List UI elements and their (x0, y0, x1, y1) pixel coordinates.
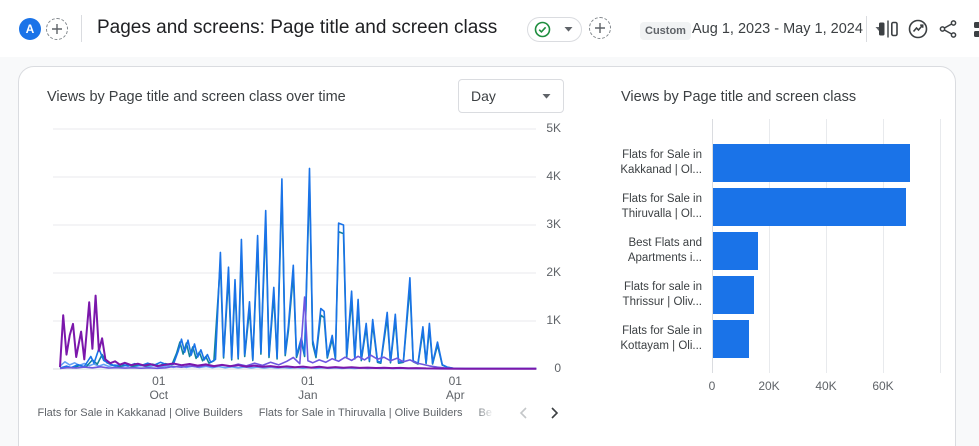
clipped-toolbar-icon[interactable] (974, 22, 979, 40)
edit-comparisons-button[interactable] (877, 18, 899, 40)
bar-x-tick-label: 0 (708, 379, 716, 393)
caret-down-icon (542, 93, 551, 99)
bar-0[interactable] (713, 144, 910, 182)
date-range-type-chip: Custom (640, 22, 691, 40)
line-x-tick-label: 01 Oct (149, 374, 169, 402)
line-chart[interactable] (53, 116, 539, 378)
line-y-tick-label: 2K (546, 265, 561, 279)
add-card-button[interactable] (589, 17, 611, 39)
line-series (59, 167, 537, 370)
bar-chart-title: Views by Page title and screen class (621, 89, 857, 105)
page-title: Pages and screens: Page title and screen… (97, 17, 498, 38)
bar-gridline (883, 119, 884, 373)
bar-x-tick-label: 20K (758, 379, 780, 393)
header-divider (866, 16, 867, 42)
line-y-tick-label: 0 (554, 361, 561, 375)
line-x-tick-label: 01 Jan (298, 374, 318, 402)
legend-next-button[interactable] (547, 406, 561, 420)
avatar-letter: A (25, 22, 35, 36)
line-chart-title: Views by Page title and screen class ove… (47, 89, 346, 105)
add-report-item-button[interactable] (46, 18, 68, 40)
bar-4[interactable] (713, 320, 749, 358)
caret-down-icon (564, 27, 573, 32)
chart-legend: Flats for Sale in Kakkanad | Olive Build… (29, 406, 569, 420)
bar-1[interactable] (713, 188, 906, 226)
line-y-tick-label: 3K (546, 217, 561, 231)
bar-category-label: Best Flats and Apartments i... (627, 237, 702, 264)
bar-x-tick-label: 60K (872, 379, 894, 393)
bar-gridline (940, 119, 941, 373)
legend-item-thiruvalla[interactable]: Flats for Sale in Thiruvalla | Olive Bui… (258, 407, 463, 419)
bar-category-label: Flats for Sale in Kakkanad | Ol... (620, 149, 702, 176)
bar-category-label: Flats for Sale in Kottayam | Oli... (620, 325, 702, 352)
share-icon (939, 20, 957, 38)
legend-item-kakkanad[interactable]: Flats for Sale in Kakkanad | Olive Build… (37, 407, 243, 419)
bar-x-tick-label: 40K (815, 379, 837, 393)
line-series (59, 294, 537, 370)
insights-button[interactable] (907, 18, 929, 40)
report-body: Views by Page title and screen class ove… (0, 57, 979, 446)
insights-icon (908, 19, 928, 39)
line-y-tick-label: 5K (546, 121, 561, 135)
plus-icon (52, 24, 62, 34)
line-series (59, 180, 537, 370)
share-button[interactable] (937, 18, 959, 40)
top-app-bar: A Pages and screens: Page title and scre… (0, 0, 979, 57)
bar-2[interactable] (713, 232, 758, 270)
legend-prev-button[interactable] (517, 406, 531, 420)
bar-category-label: Flats for sale in Thrissur | Oliv... (622, 281, 702, 308)
line-y-tick-label: 4K (546, 169, 561, 183)
bar-category-label: Flats for Sale in Thiruvalla | Ol... (621, 193, 702, 220)
legend-item-overflow[interactable]: Be (478, 407, 492, 419)
plus-icon (595, 23, 605, 33)
granularity-select[interactable]: Day (458, 79, 564, 113)
bar-gridline (712, 119, 713, 373)
bar-gridline (769, 119, 770, 373)
line-y-tick-label: 1K (546, 313, 561, 327)
report-status-badge[interactable] (527, 17, 582, 42)
comparison-icon (879, 20, 898, 38)
bar-chart[interactable] (712, 119, 941, 373)
line-x-tick-label: 01 Apr (445, 374, 465, 402)
bar-3[interactable] (713, 276, 754, 314)
bar-gridline (826, 119, 827, 373)
verified-check-icon (534, 21, 551, 38)
date-range-text: Aug 1, 2023 - May 1, 2024 (692, 21, 863, 37)
avatar[interactable]: A (19, 18, 41, 40)
granularity-value: Day (471, 88, 496, 104)
chevron-right-icon (550, 407, 558, 419)
line-series (59, 296, 537, 370)
date-range-picker[interactable]: Aug 1, 2023 - May 1, 2024 (686, 20, 890, 38)
chevron-left-icon (519, 407, 527, 419)
report-card: Views by Page title and screen class ove… (18, 66, 956, 446)
header-divider (81, 15, 82, 42)
